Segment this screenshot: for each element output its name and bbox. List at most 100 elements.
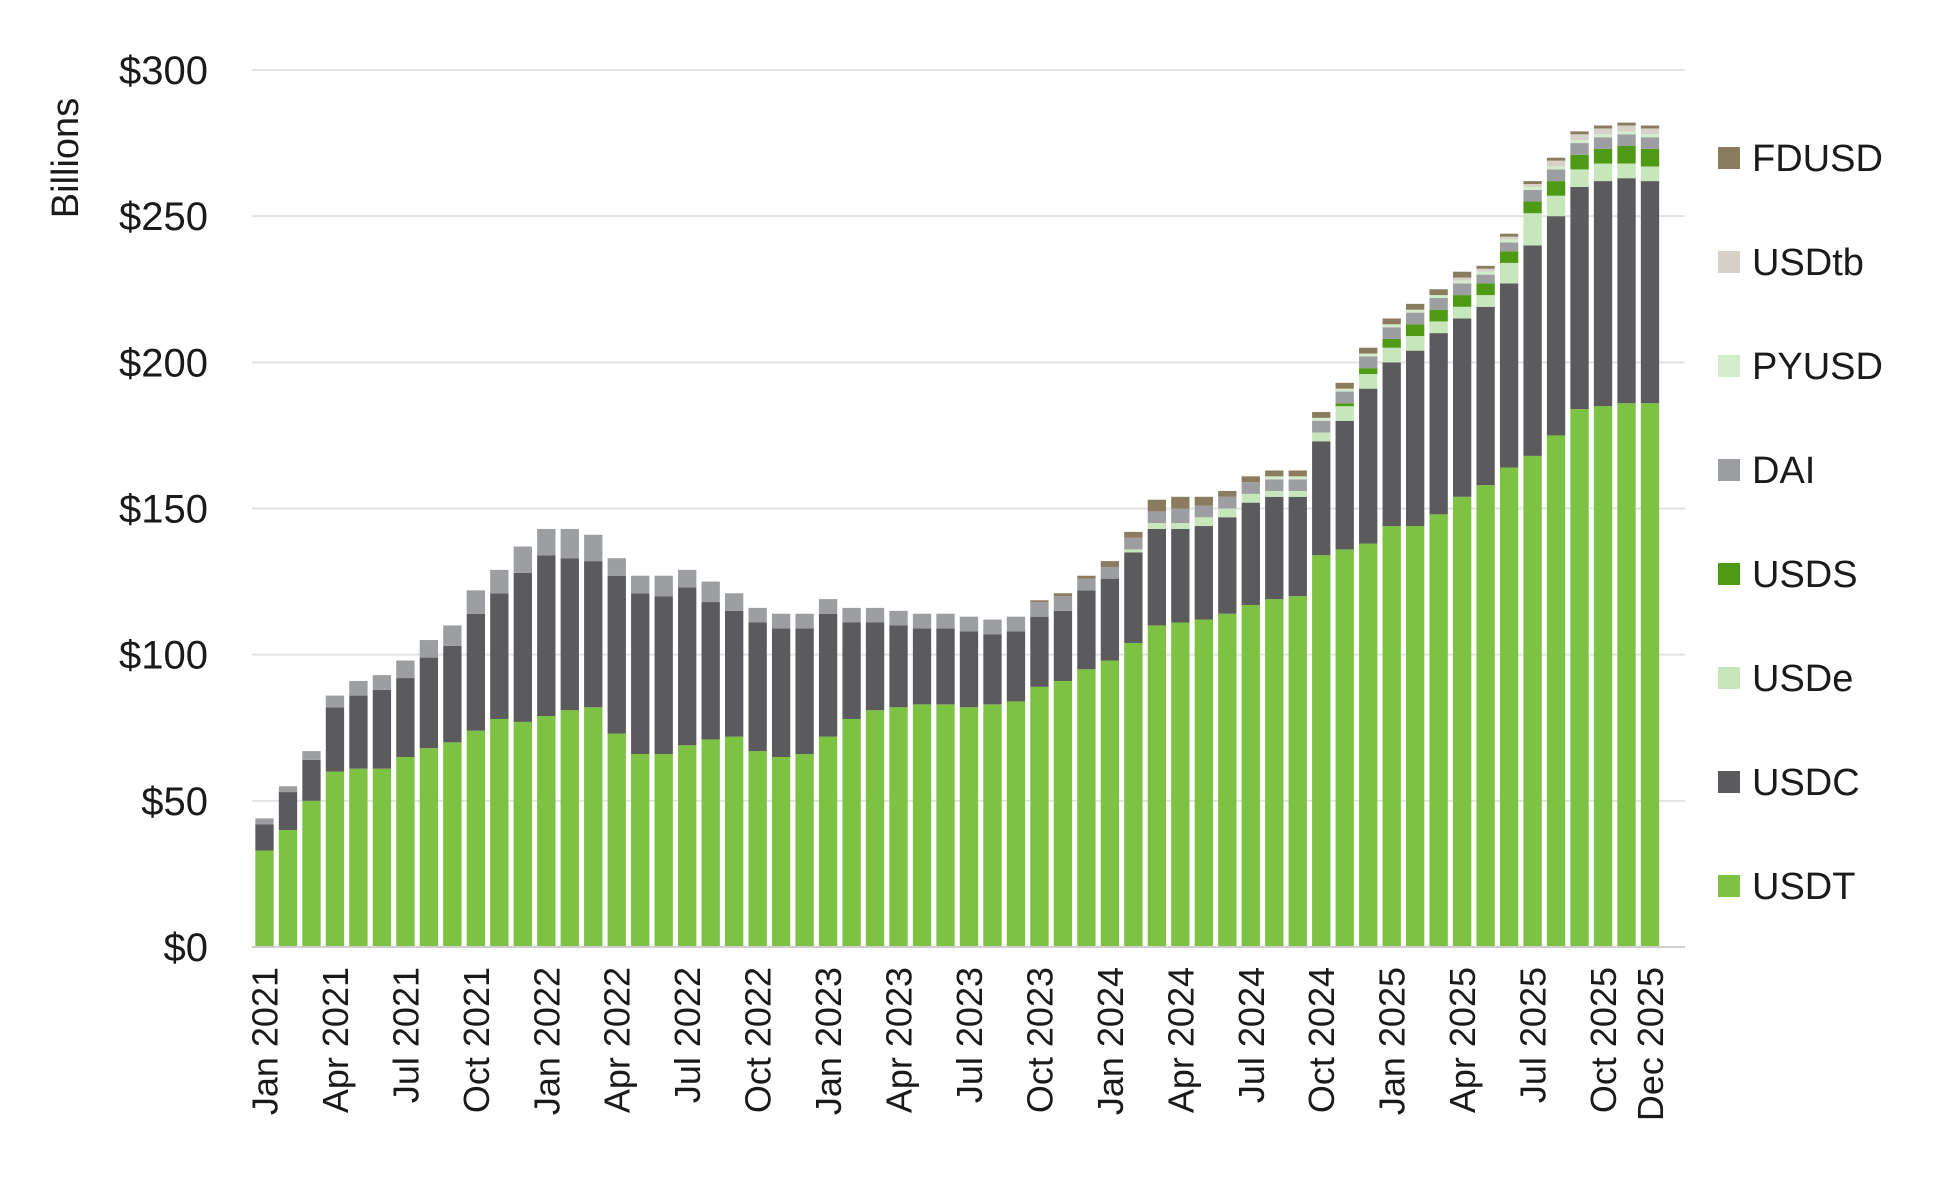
bar-segment-dai xyxy=(1124,537,1143,550)
bar-segment-usdt xyxy=(1265,599,1284,947)
x-tick-label: Oct 2022 xyxy=(738,967,779,1113)
bar-segment-dai xyxy=(1499,242,1519,252)
bar-segment-dai xyxy=(1593,137,1613,149)
bar-segment-pyusd xyxy=(1406,309,1425,313)
legend-swatch xyxy=(1718,667,1740,689)
legend-label: USDS xyxy=(1752,554,1858,596)
bar-segment-pyusd xyxy=(1265,476,1284,480)
x-tick-label: Apr 2025 xyxy=(1442,967,1483,1113)
bar-segment-usde xyxy=(1265,490,1284,497)
bar-segment-usdt xyxy=(678,745,697,947)
bar-segment-dai xyxy=(419,640,439,658)
bar-segment-usdc xyxy=(748,622,767,752)
bar-segment-usdt xyxy=(1147,625,1167,947)
bar-stack xyxy=(419,640,439,947)
bar-segment-dai xyxy=(1312,420,1331,433)
bar-segment-dai xyxy=(1006,616,1026,632)
y-axis-label: Billions xyxy=(45,98,87,218)
bar-stack xyxy=(1171,496,1190,947)
bar-segment-usdt xyxy=(584,707,603,947)
y-tick-label: $0 xyxy=(164,926,209,970)
bar-stack xyxy=(490,569,509,947)
bar-segment-pyusd xyxy=(1312,417,1331,421)
bar-segment-usdc xyxy=(396,678,415,757)
bar-segment-pyusd xyxy=(1570,140,1589,144)
bar-segment-usdc xyxy=(1312,441,1331,556)
bar-segment-usde xyxy=(1241,493,1260,503)
bar-segment-usds xyxy=(1593,148,1613,164)
bar-segment-usdc xyxy=(631,593,650,755)
bar-segment-usdtb xyxy=(1617,125,1636,132)
bar-segment-dai xyxy=(771,613,791,629)
bar-segment-usdt xyxy=(936,704,955,947)
y-axis-ticks: $0 $50 $100 $150 $200 $250 $300 xyxy=(119,49,208,970)
bar-segment-usdt xyxy=(818,736,838,947)
legend-swatch xyxy=(1718,563,1740,585)
x-tick-label: Apr 2022 xyxy=(597,967,638,1113)
bar-stack xyxy=(631,575,650,947)
bar-stack xyxy=(654,575,673,947)
bar-segment-usds xyxy=(1359,368,1378,375)
bar-segment-dai xyxy=(725,593,744,611)
bar-segment-usdtb xyxy=(1593,128,1613,135)
bar-segment-usdt xyxy=(654,754,673,947)
bar-segment-dai xyxy=(1218,496,1237,509)
x-tick-label: Apr 2021 xyxy=(315,967,356,1113)
bar-segment-usdc xyxy=(912,628,932,705)
bar-stack xyxy=(748,607,767,947)
bar-segment-dai xyxy=(607,558,626,576)
bar-segment-fdusd xyxy=(1523,181,1542,185)
bar-segment-dai xyxy=(1476,274,1495,284)
bar-segment-usdt xyxy=(419,748,439,947)
bar-segment-usde xyxy=(1288,490,1307,497)
bar-segment-usdc xyxy=(419,657,439,749)
bar-segment-fdusd xyxy=(1265,470,1284,477)
bar-segment-usdt xyxy=(1288,596,1307,947)
bar-segment-usdt xyxy=(278,830,298,947)
bar-segment-pyusd xyxy=(1452,280,1472,284)
bar-segment-usdc xyxy=(1359,388,1378,544)
bar-segment-usdt xyxy=(1030,686,1049,947)
bar-segment-dai xyxy=(1265,479,1284,491)
bar-segment-usdc xyxy=(889,625,908,708)
bar-segment-usdc xyxy=(1006,631,1026,702)
bar-segment-usde xyxy=(1359,374,1378,389)
bar-segment-usdt xyxy=(1570,409,1589,947)
bar-segment-pyusd xyxy=(1617,131,1636,135)
bar-segment-usdt xyxy=(1640,403,1660,947)
bar-segment-usdc xyxy=(1124,552,1143,643)
x-tick-label: Jan 2023 xyxy=(808,967,849,1115)
bar-segment-usdt xyxy=(560,710,579,947)
bar-segment-usdc xyxy=(1100,578,1120,661)
bar-segment-usdt xyxy=(1335,549,1354,947)
bar-stack xyxy=(1335,382,1354,947)
bar-segment-usdc xyxy=(490,593,509,719)
bar-stack xyxy=(1218,490,1237,947)
bar-segment-dai xyxy=(678,569,697,588)
bar-segment-usds xyxy=(1499,251,1519,263)
bar-segment-fdusd xyxy=(1359,347,1378,354)
bar-stack xyxy=(1006,616,1026,947)
bar-segment-usdc xyxy=(1218,517,1237,614)
bar-segment-fdusd xyxy=(1406,303,1425,310)
bar-segment-pyusd xyxy=(1382,324,1401,328)
bar-segment-usde xyxy=(1593,163,1613,182)
bar-segment-usdtb xyxy=(1570,134,1589,141)
bar-segment-usdt xyxy=(1452,496,1472,947)
bar-segment-dai xyxy=(325,695,345,708)
bar-segment-usdt xyxy=(842,718,861,947)
bar-segment-usdc xyxy=(725,610,744,737)
bar-segment-usdc xyxy=(1406,350,1425,527)
bar-stack xyxy=(443,625,462,947)
bar-segment-usdc xyxy=(325,707,345,772)
legend-label: USDC xyxy=(1752,762,1860,804)
legend-swatch xyxy=(1718,771,1740,793)
bar-segment-dai xyxy=(443,625,462,646)
bar-segment-usdc xyxy=(1617,178,1636,404)
bar-segment-usdc xyxy=(1476,306,1495,486)
bar-segment-usdc xyxy=(795,628,814,755)
y-tick-label: $250 xyxy=(119,195,208,239)
bar-segment-usdc xyxy=(1593,181,1613,407)
bar-stack xyxy=(1053,593,1073,947)
